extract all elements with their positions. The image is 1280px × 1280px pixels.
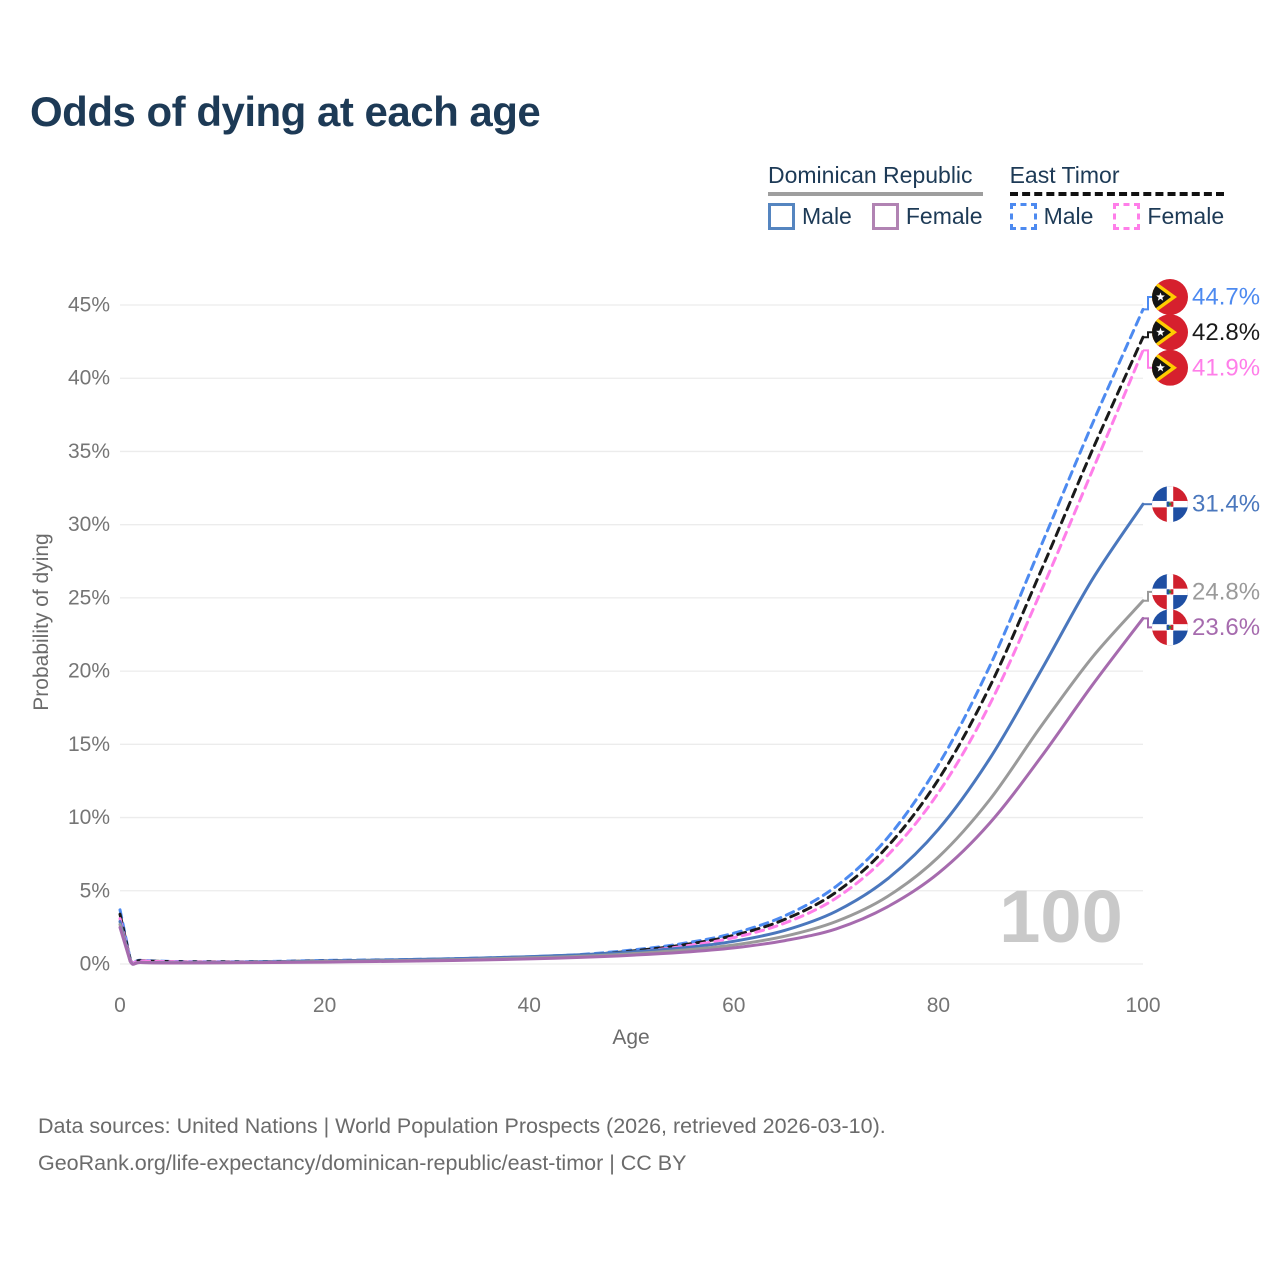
end-label-connector bbox=[1143, 331, 1152, 339]
series-line-east-timor-male bbox=[118, 307, 1145, 965]
legend-item-label: Female bbox=[905, 203, 983, 229]
x-tick-label: 20 bbox=[313, 994, 336, 1017]
chart-title: Odds of dying at each age bbox=[30, 88, 541, 135]
end-value-label-dominican-republic-both-sexes: 24.8% bbox=[1192, 578, 1260, 605]
dominican-republic-flag-icon bbox=[1152, 486, 1188, 523]
legend-item-label: Male bbox=[1043, 203, 1094, 229]
series-line-dominican-republic-male bbox=[118, 502, 1145, 966]
series-line-dominican-republic-female bbox=[118, 616, 1145, 966]
legend-item-dr-female[interactable]: Female bbox=[871, 203, 983, 230]
end-value-label-east-timor-both-sexes: 42.8% bbox=[1192, 319, 1260, 346]
east-timor-flag-icon bbox=[1152, 278, 1188, 315]
dominican-republic-flag-icon bbox=[1152, 609, 1188, 646]
et-female-swatch bbox=[1113, 203, 1141, 230]
y-tick-label: 20% bbox=[68, 660, 110, 683]
east-timor-flag-icon bbox=[1152, 349, 1188, 386]
series-line-east-timor-both-sexes bbox=[118, 335, 1145, 965]
source-line-2: GeoRank.org/life-expectancy/dominican-re… bbox=[38, 1151, 687, 1175]
watermark-age-100: 100 bbox=[999, 875, 1122, 958]
end-label-connector bbox=[1143, 296, 1152, 311]
end-value-label-dominican-republic-female: 23.6% bbox=[1192, 614, 1260, 641]
legend-group-title: East Timor bbox=[1009, 162, 1120, 188]
end-value-label-dominican-republic-male: 31.4% bbox=[1192, 491, 1260, 518]
y-tick-label: 30% bbox=[68, 513, 110, 536]
x-tick-label: 60 bbox=[722, 994, 745, 1017]
x-tick-label: 40 bbox=[518, 994, 541, 1017]
y-tick-label: 40% bbox=[68, 367, 110, 390]
end-value-label-east-timor-female: 41.9% bbox=[1192, 354, 1260, 381]
x-axis-title: Age bbox=[612, 1026, 650, 1049]
series-line-dominican-republic-both-sexes bbox=[118, 599, 1145, 966]
end-label-connector bbox=[1143, 349, 1152, 369]
legend-group-east-timor: East Timor Male Female bbox=[1009, 162, 1225, 230]
y-tick-label: 25% bbox=[68, 586, 110, 609]
end-label-connector bbox=[1143, 617, 1152, 629]
series-line-east-timor-female bbox=[118, 348, 1145, 965]
y-tick-label: 0% bbox=[80, 953, 110, 976]
x-tick-label: 100 bbox=[1125, 994, 1160, 1017]
legend-item-et-male[interactable]: Male bbox=[1009, 203, 1094, 230]
both-sexes-solid-line-swatch bbox=[768, 192, 983, 196]
both-sexes-dashed-line-swatch bbox=[1009, 192, 1225, 196]
end-label-connector bbox=[1143, 590, 1152, 602]
dr-female-swatch bbox=[871, 203, 899, 230]
end-value-label-east-timor-male: 44.7% bbox=[1192, 283, 1260, 310]
east-timor-flag-icon bbox=[1152, 314, 1188, 351]
legend-item-et-female[interactable]: Female bbox=[1113, 203, 1224, 230]
legend-group-title: Dominican Republic bbox=[768, 162, 973, 188]
y-tick-label: 5% bbox=[80, 879, 110, 902]
y-tick-label: 15% bbox=[68, 733, 110, 756]
et-male-swatch bbox=[1009, 203, 1037, 230]
source-line-1: Data sources: United Nations | World Pop… bbox=[38, 1114, 886, 1138]
dominican-republic-flag-icon bbox=[1152, 573, 1188, 610]
legend-item-label: Male bbox=[802, 203, 852, 229]
legend-group-dominican-republic: Dominican Republic Male Female bbox=[768, 162, 983, 230]
legend-item-dr-male[interactable]: Male bbox=[768, 203, 852, 230]
y-tick-label: 45% bbox=[68, 294, 110, 317]
y-tick-label: 10% bbox=[68, 806, 110, 829]
x-tick-label: 0 bbox=[114, 994, 126, 1017]
y-tick-label: 35% bbox=[68, 440, 110, 463]
source-attribution: Data sources: United Nations | World Pop… bbox=[38, 1108, 886, 1182]
dr-male-swatch bbox=[768, 203, 795, 230]
y-axis-title: Probability of dying bbox=[30, 533, 53, 711]
legend-item-label: Female bbox=[1147, 203, 1225, 229]
x-tick-label: 80 bbox=[927, 994, 950, 1017]
legend: Dominican Republic Male Female East Timo… bbox=[768, 162, 1225, 230]
